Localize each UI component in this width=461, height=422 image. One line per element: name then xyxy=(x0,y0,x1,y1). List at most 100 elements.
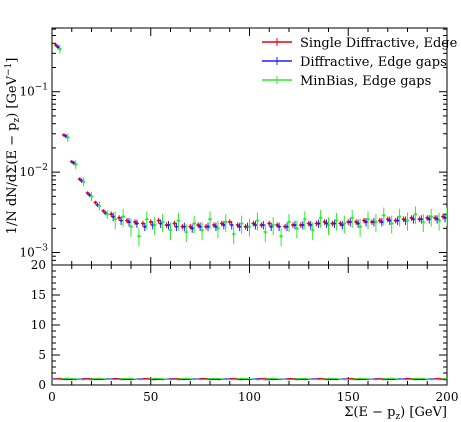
data-point xyxy=(64,134,68,138)
series-0 xyxy=(53,43,446,230)
data-point xyxy=(374,220,378,224)
data-point xyxy=(309,223,313,227)
data-point xyxy=(88,193,91,197)
data-point xyxy=(311,228,315,232)
ratio-series xyxy=(52,377,447,381)
data-point xyxy=(301,223,305,227)
data-point xyxy=(58,47,62,51)
data-point xyxy=(183,225,186,228)
ratio-y-tick-label: 10 xyxy=(31,318,46,332)
ratio-plot-frame xyxy=(51,264,448,386)
ratio-y-tick-label: 20 xyxy=(31,258,46,272)
data-point xyxy=(248,225,251,228)
main-y-ticks xyxy=(51,28,448,266)
data-point xyxy=(323,220,326,224)
data-point xyxy=(200,228,204,232)
data-point xyxy=(121,215,125,218)
data-point xyxy=(66,136,70,139)
data-point xyxy=(269,225,273,228)
data-point xyxy=(271,223,275,227)
main-panel: 10−1 10−2 10−3 1/N dN/dΣ(E − pz) [GeV−1] S… xyxy=(4,27,461,266)
data-point xyxy=(333,222,336,225)
data-point xyxy=(196,223,200,227)
data-point xyxy=(256,219,259,222)
data-point xyxy=(319,216,322,220)
legend-label: MinBias, Edge gaps xyxy=(300,74,431,89)
data-point xyxy=(437,219,441,222)
ratio-line xyxy=(52,377,447,381)
main-y-tick-labels: 10−1 10−2 10−3 xyxy=(19,83,48,260)
data-point xyxy=(216,227,220,230)
data-point xyxy=(94,201,97,204)
data-point xyxy=(74,163,77,166)
data-point xyxy=(232,232,235,236)
data-point xyxy=(277,225,281,228)
data-point xyxy=(192,222,196,225)
y-tick-label: 10−3 xyxy=(19,244,48,260)
ratio-y-tick-label: 5 xyxy=(38,348,46,362)
data-point xyxy=(224,220,228,224)
data-point xyxy=(113,217,117,221)
data-point xyxy=(414,212,417,216)
data-point xyxy=(98,204,101,208)
data-point xyxy=(325,222,328,225)
data-point xyxy=(287,220,291,224)
data-point xyxy=(435,217,439,221)
ratio-y-tick-label: 15 xyxy=(31,288,46,302)
data-point xyxy=(135,222,139,225)
data-point xyxy=(362,219,366,222)
data-point xyxy=(279,234,283,238)
x-tick-label: 150 xyxy=(337,390,360,404)
data-point xyxy=(82,180,85,184)
data-point xyxy=(402,217,405,221)
legend-label: Single Diffractive, Edge gaps xyxy=(300,36,461,51)
data-point xyxy=(307,222,311,225)
data-point xyxy=(275,223,279,227)
ratio-series-2 xyxy=(52,377,447,381)
data-point xyxy=(208,217,212,221)
data-point xyxy=(236,223,239,227)
data-point xyxy=(285,225,289,228)
data-point xyxy=(396,219,399,222)
data-point xyxy=(90,195,93,198)
data-point xyxy=(212,223,216,227)
data-point xyxy=(206,225,210,228)
data-point xyxy=(129,225,133,228)
data-point xyxy=(127,220,131,224)
data-point xyxy=(427,217,431,221)
data-point xyxy=(293,223,297,227)
data-point xyxy=(70,160,74,163)
data-point xyxy=(161,220,164,224)
data-point xyxy=(62,133,66,137)
data-point xyxy=(317,222,320,225)
y-tick-label: 10−1 xyxy=(19,83,48,99)
series-1 xyxy=(55,44,447,233)
data-point xyxy=(240,222,243,225)
data-point xyxy=(149,220,153,224)
data-point xyxy=(238,225,241,228)
data-point xyxy=(72,161,76,165)
data-point xyxy=(252,222,255,225)
data-point xyxy=(378,219,382,222)
series-2 xyxy=(57,44,447,247)
data-point xyxy=(222,223,226,227)
data-point xyxy=(398,215,401,218)
data-point xyxy=(141,222,145,225)
data-point xyxy=(441,215,445,218)
data-point xyxy=(220,222,224,225)
data-point xyxy=(339,222,342,225)
data-point xyxy=(264,230,267,234)
data-point xyxy=(410,216,413,220)
data-point xyxy=(117,216,121,220)
data-point xyxy=(425,216,429,220)
data-point xyxy=(388,219,392,222)
ratio-ticks xyxy=(51,264,448,386)
data-point xyxy=(354,220,358,224)
data-point xyxy=(143,225,147,228)
x-tick-label: 0 xyxy=(48,390,56,404)
data-point xyxy=(303,217,307,221)
data-point xyxy=(390,222,394,225)
data-point xyxy=(350,216,354,220)
